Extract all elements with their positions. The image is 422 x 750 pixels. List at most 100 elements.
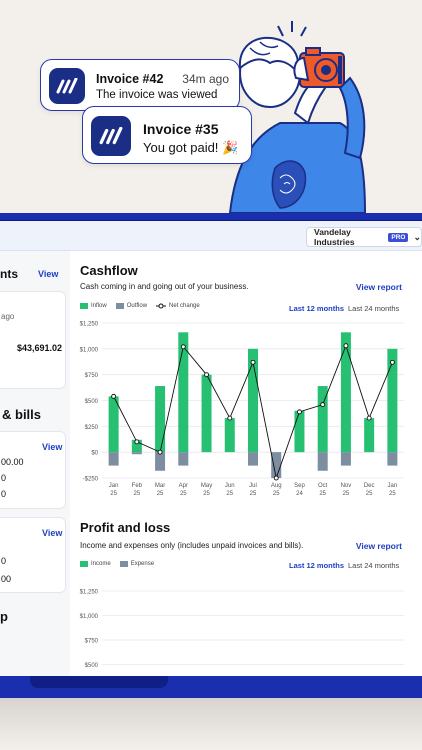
- x-tick-label: Oct: [318, 483, 328, 489]
- y-tick-label: $750: [85, 373, 99, 379]
- cashflow-period-24-months[interactable]: Last 24 months: [348, 304, 400, 313]
- x-tick-label: Jan: [388, 483, 398, 489]
- net-change-point: [250, 359, 256, 365]
- device-shadow: [0, 698, 422, 750]
- inflow-bar: [201, 374, 212, 453]
- cashflow-legend: Inflow Outflow Net change: [80, 303, 209, 309]
- x-tick-label: 25: [110, 491, 117, 497]
- profit-loss-chart: $500 $750 $1,000 $1,250: [80, 590, 404, 669]
- x-tick-label: Jan: [109, 483, 119, 489]
- outflow-bar: [271, 452, 282, 478]
- cashflow-chart: -$250 $0 $250 $500 $750 $1,000 $1,250 Jan 25 Feb 2…: [80, 322, 404, 497]
- net-change-point: [111, 393, 117, 399]
- clients-ago: ago: [1, 312, 15, 321]
- inflow-bar: [364, 418, 375, 453]
- x-tick-label: 25: [203, 491, 210, 497]
- notification-message: The invoice was viewed: [96, 89, 218, 101]
- x-tick-label: 25: [273, 491, 280, 497]
- clients-amount: $43,691.02: [17, 343, 63, 353]
- notification-invoice-paid[interactable]: Invoice #35 You got paid! 🎉: [82, 106, 252, 164]
- net-change-point: [227, 415, 233, 421]
- legend-expense: Expense: [119, 561, 154, 567]
- y-tick-label: $500: [85, 399, 99, 405]
- y-tick-label: $250: [85, 425, 99, 431]
- x-tick-label: Jun: [225, 483, 235, 489]
- bills-view-link[interactable]: View: [42, 442, 63, 452]
- notification-title: Invoice #42: [96, 72, 164, 86]
- device-frame-top: [0, 213, 422, 221]
- inflow-bar: [317, 386, 328, 453]
- inflow-bar: [178, 332, 189, 453]
- y-tick-label: $1,250: [80, 590, 99, 596]
- summary-view-link[interactable]: View: [42, 528, 63, 538]
- inflow-bar: [340, 332, 351, 453]
- y-tick-label: $1,000: [80, 614, 99, 620]
- outflow-bar: [248, 452, 258, 466]
- bills-line-3: 0: [1, 489, 7, 499]
- net-change-point: [134, 439, 140, 445]
- y-tick-label: $0: [91, 451, 98, 457]
- hero-section: Invoice #42 34m ago The invoice was view…: [0, 0, 422, 215]
- device-notch: [30, 676, 168, 688]
- net-change-point: [297, 409, 302, 415]
- inflow-bar: [108, 396, 119, 453]
- cashflow-period-12-months[interactable]: Last 12 months: [289, 304, 345, 313]
- x-tick-label: 25: [226, 491, 233, 497]
- profit-loss-view-report-link[interactable]: View report: [355, 541, 402, 551]
- app-screen: Vandelay Industries PRO ⌄ nts View ago $…: [0, 221, 422, 676]
- profit-loss-period-24-months[interactable]: Last 24 months: [348, 561, 400, 570]
- x-tick-label: 24: [296, 491, 303, 497]
- notification-invoice-viewed[interactable]: Invoice #42 34m ago The invoice was view…: [40, 59, 240, 111]
- bills-title: & bills: [2, 407, 42, 422]
- x-tick-label: 25: [134, 491, 141, 497]
- inflow-bar: [248, 348, 258, 453]
- x-tick-label: 25: [250, 491, 257, 497]
- company-name: Vandelay Industries: [314, 227, 355, 247]
- net-change-point: [204, 372, 209, 378]
- x-tick-label: Aug: [271, 483, 282, 489]
- profit-loss-period-12-months[interactable]: Last 12 months: [289, 561, 345, 570]
- inflow-bar: [155, 386, 166, 453]
- legend-inflow: Inflow: [80, 303, 107, 309]
- bills-card: View 00.00 0 0: [0, 431, 66, 509]
- x-tick-label: 25: [366, 491, 373, 497]
- legend-income: Income: [80, 561, 111, 567]
- wave-logo-icon: [49, 68, 85, 104]
- notification-message: You got paid! 🎉: [143, 140, 239, 155]
- x-tick-label: Feb: [132, 483, 143, 489]
- left-column: nts View ago $43,691.02 & bills View 00.…: [0, 251, 70, 676]
- x-tick-label: Dec: [364, 483, 375, 489]
- x-tick-label: Nov: [341, 483, 352, 489]
- y-tick-label: $750: [85, 639, 99, 645]
- y-tick-label: $1,250: [80, 322, 99, 328]
- outflow-bar: [131, 452, 142, 455]
- outflow-bar: [317, 452, 328, 471]
- top-bar: Vandelay Industries PRO ⌄: [0, 221, 422, 251]
- inflow-bar: [294, 410, 305, 453]
- inflow-bar: [224, 418, 235, 453]
- inflow-bar: [387, 348, 398, 453]
- x-tick-label: Sep: [294, 483, 305, 489]
- cashflow-view-report-link[interactable]: View report: [355, 282, 402, 292]
- photographer-illustration: [228, 21, 367, 214]
- cashflow-subtitle: Cash coming in and going out of your bus…: [80, 282, 249, 291]
- net-change-point: [320, 402, 326, 408]
- clients-view-link[interactable]: View: [38, 269, 59, 279]
- outflow-bar: [108, 452, 119, 466]
- net-change-point: [180, 344, 186, 350]
- x-tick-label: Apr: [179, 483, 188, 489]
- x-tick-label: 25: [157, 491, 164, 497]
- profit-loss-legend: Income Expense: [80, 561, 163, 567]
- company-selector[interactable]: Vandelay Industries PRO ⌄: [306, 227, 422, 247]
- summary-card: View 0 00: [0, 517, 66, 593]
- clients-title: nts: [0, 267, 18, 281]
- bills-line-1: 00.00: [1, 457, 24, 467]
- outflow-bar: [387, 452, 398, 466]
- pro-badge: PRO: [388, 232, 409, 242]
- profit-loss-title: Profit and loss: [80, 520, 171, 535]
- x-tick-label: 25: [389, 491, 396, 497]
- cashflow-title: Cashflow: [80, 263, 138, 278]
- chevron-down-icon: ⌄: [413, 231, 421, 242]
- inflow-bar: [131, 439, 142, 453]
- y-tick-label: $500: [85, 663, 99, 669]
